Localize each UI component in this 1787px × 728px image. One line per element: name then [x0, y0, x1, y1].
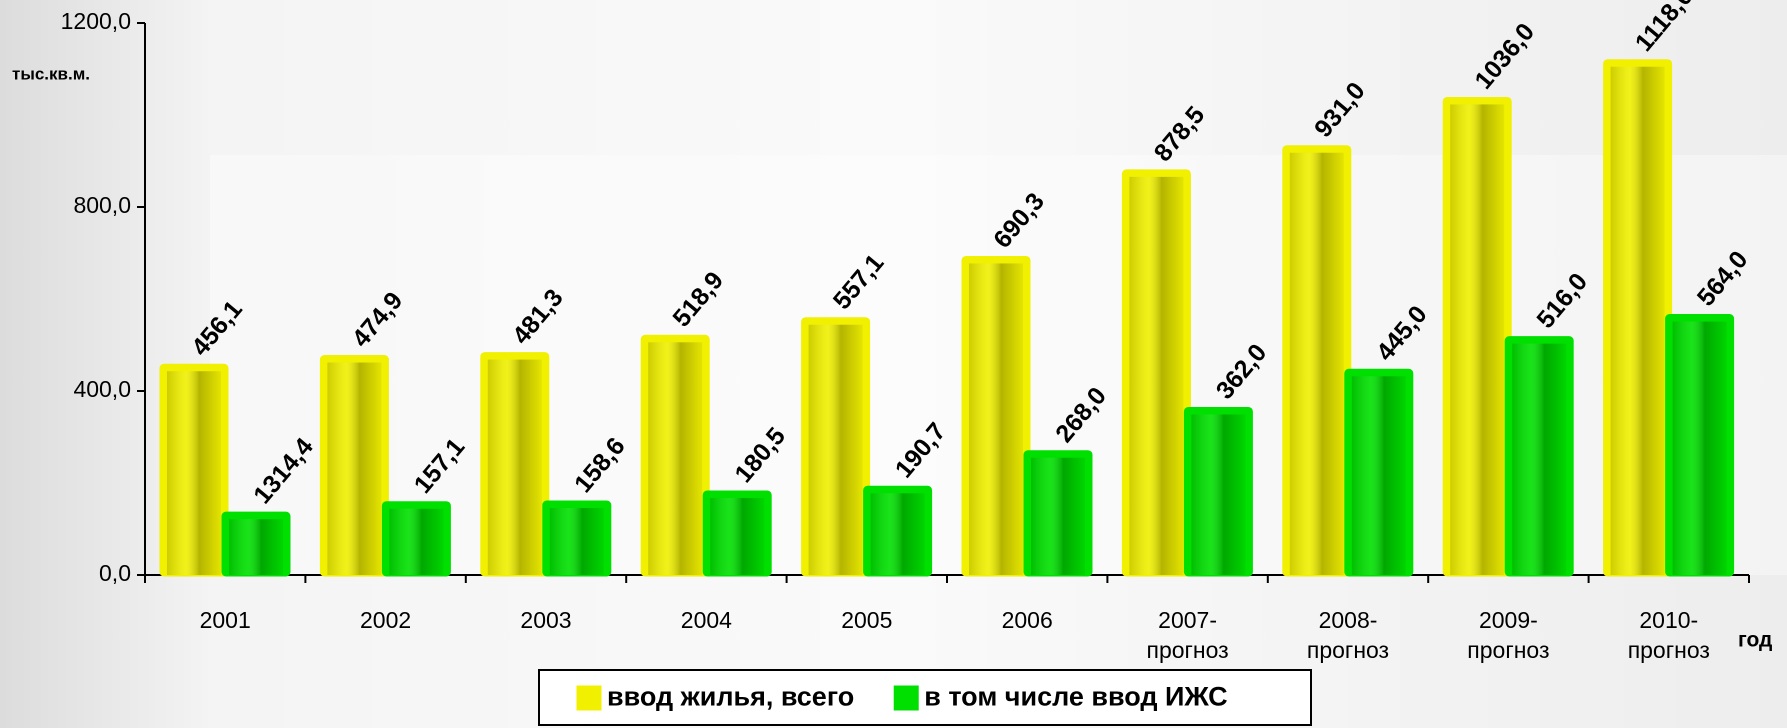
value-label: 931,0 [1309, 77, 1371, 143]
x-tick-label: 2003 [520, 607, 572, 633]
bar-shade [710, 497, 765, 575]
y-tick-label: 800,0 [73, 192, 131, 218]
bar-shade [648, 342, 703, 575]
bar-shade [167, 371, 221, 575]
x-tick-label: 2007- прогноз [1146, 607, 1229, 663]
bar-shade [549, 508, 604, 575]
legend-swatch [893, 685, 919, 711]
legend-box [538, 669, 1312, 726]
bar-shade [870, 493, 925, 575]
bar-shade [1351, 376, 1406, 575]
bar-shade [229, 519, 283, 575]
x-tick-label: 2006 [1001, 607, 1053, 633]
value-label: 1118,0 [1630, 0, 1699, 57]
legend-label: ввод жилья, всего [607, 682, 854, 712]
x-tick-label: 2002 [360, 607, 412, 633]
legend-label: в том числе ввод ИЖС [924, 682, 1227, 712]
y-axis-label: тыс.кв.м. [12, 64, 90, 83]
bar-shade [1450, 104, 1505, 575]
x-tick-label: 2001 [199, 607, 251, 633]
bar-shade [969, 263, 1023, 575]
bar-shade [327, 362, 382, 575]
bar-shade [389, 508, 444, 575]
x-tick-label: 2004 [680, 607, 732, 633]
bar-shade [1672, 321, 1727, 575]
bar-shade [487, 359, 542, 575]
x-tick-label: 2009- прогноз [1467, 607, 1550, 663]
bar-shade [1610, 66, 1665, 575]
value-label: 1036,0 [1469, 18, 1540, 95]
bar-shade [1031, 457, 1085, 575]
bar-shade [808, 324, 863, 575]
bar-shade [1289, 152, 1344, 576]
x-axis-label: год [1738, 629, 1772, 652]
y-tick-label: 400,0 [73, 376, 131, 402]
bar-shade [1129, 176, 1184, 575]
bar-shade [1512, 343, 1567, 575]
y-tick-label: 1200,0 [61, 8, 131, 34]
legend-swatch [576, 685, 602, 711]
x-tick-label: 2010- прогноз [1627, 607, 1710, 663]
x-tick-label: 2005 [841, 607, 893, 633]
x-tick-label: 2008- прогноз [1306, 607, 1390, 663]
bar-shade [1191, 414, 1246, 575]
y-tick-label: 0,0 [99, 560, 131, 586]
